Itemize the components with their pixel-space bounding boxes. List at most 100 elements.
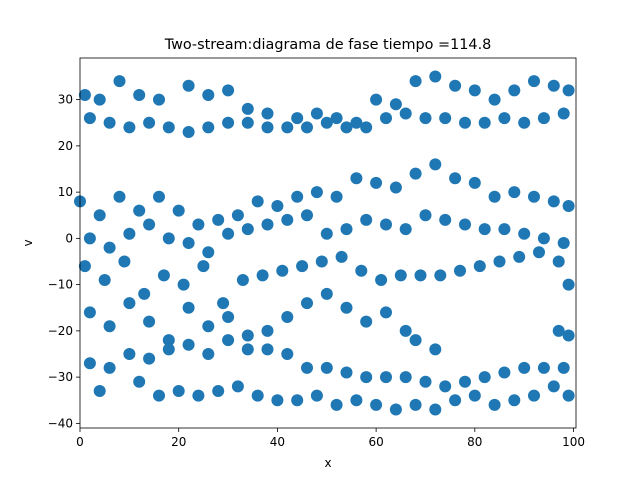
data-point — [429, 158, 442, 171]
data-point — [157, 269, 170, 282]
data-point — [241, 329, 254, 342]
data-point — [547, 79, 560, 92]
data-point — [340, 301, 353, 314]
data-point — [202, 89, 215, 101]
data-point — [399, 324, 412, 337]
data-point — [93, 93, 106, 106]
data-point — [83, 112, 96, 125]
data-point — [330, 190, 343, 203]
data-point — [478, 223, 491, 236]
data-point — [315, 255, 328, 268]
data-point — [236, 274, 249, 286]
data-point — [153, 93, 165, 106]
data-point — [133, 89, 146, 101]
data-point — [439, 112, 452, 125]
data-point — [320, 116, 333, 129]
data-point — [552, 324, 565, 337]
data-point — [281, 121, 294, 134]
data-point — [389, 403, 402, 416]
data-point — [261, 343, 274, 356]
data-point — [222, 334, 235, 347]
data-point — [217, 297, 230, 310]
data-point — [231, 209, 244, 222]
data-point — [537, 361, 550, 374]
data-point — [202, 320, 215, 333]
data-point — [241, 116, 254, 129]
data-point — [528, 190, 540, 203]
data-point — [296, 260, 309, 273]
data-point — [291, 190, 304, 203]
data-point — [78, 260, 91, 273]
data-point — [182, 237, 195, 249]
data-point — [118, 255, 131, 268]
data-point — [320, 227, 333, 240]
x-tick-label: 40 — [270, 435, 285, 449]
data-point — [414, 269, 427, 282]
data-point — [449, 172, 462, 185]
data-point — [370, 93, 383, 106]
x-axis-label: x — [324, 456, 331, 470]
data-point — [153, 389, 165, 402]
y-tick-label: 10 — [58, 185, 73, 199]
data-point — [409, 75, 422, 88]
data-point — [123, 121, 136, 134]
data-point — [172, 204, 185, 217]
data-point — [330, 112, 343, 125]
data-point — [488, 398, 501, 411]
data-point — [375, 274, 388, 286]
data-point — [340, 121, 353, 134]
data-point — [83, 357, 96, 370]
data-point — [133, 204, 146, 217]
data-point — [562, 329, 575, 342]
data-point — [103, 116, 116, 129]
data-point — [301, 361, 313, 374]
y-tick-label: −20 — [48, 324, 73, 338]
data-point — [123, 227, 136, 240]
data-point — [380, 371, 392, 384]
x-tick-label: 80 — [467, 435, 482, 449]
data-point — [301, 297, 313, 310]
data-point — [251, 195, 264, 208]
data-point — [409, 398, 422, 411]
scatter-points — [74, 70, 575, 416]
data-point — [98, 274, 111, 286]
data-point — [439, 380, 452, 393]
y-tick-label: −30 — [48, 370, 73, 384]
data-point — [261, 218, 274, 231]
data-point — [557, 237, 570, 249]
data-point — [113, 75, 126, 88]
data-point — [340, 366, 353, 379]
data-point — [537, 112, 550, 125]
data-point — [162, 343, 175, 356]
data-point — [399, 371, 412, 384]
data-point — [557, 107, 570, 120]
data-point — [439, 213, 452, 226]
data-point — [473, 260, 486, 273]
data-point — [222, 227, 235, 240]
x-tick-label: 20 — [171, 435, 186, 449]
data-point — [518, 361, 531, 374]
data-point — [498, 366, 511, 379]
data-point — [310, 186, 323, 199]
data-point — [508, 84, 521, 97]
data-point — [434, 269, 447, 282]
data-point — [508, 186, 521, 199]
data-point — [320, 361, 333, 374]
data-point — [409, 334, 422, 347]
data-point — [261, 324, 274, 337]
data-point — [202, 348, 215, 360]
data-point — [143, 116, 156, 129]
data-point — [281, 348, 294, 360]
data-point — [394, 269, 407, 282]
data-point — [162, 334, 175, 347]
data-point — [547, 380, 560, 393]
data-point — [123, 297, 136, 310]
data-point — [113, 190, 126, 203]
x-axis-ticks: 0 20 40 60 80 100 — [76, 428, 585, 449]
data-point — [419, 112, 432, 125]
data-point — [133, 375, 146, 388]
data-point — [468, 84, 481, 97]
data-point — [241, 343, 254, 356]
data-point — [162, 232, 175, 245]
